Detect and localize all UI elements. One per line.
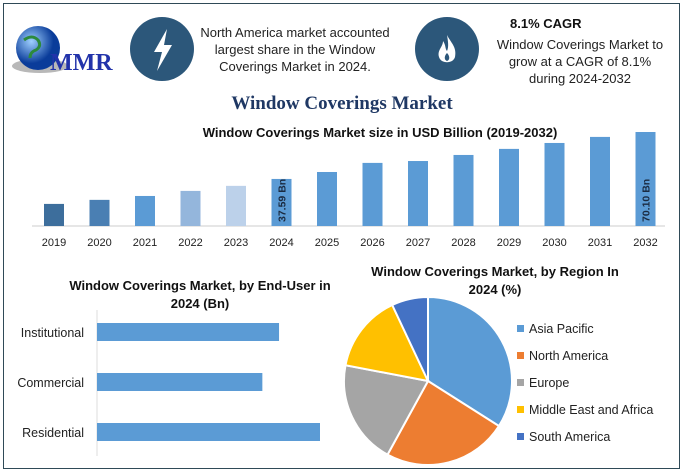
x-tick-label: 2026 [360,237,384,249]
legend-item: South America [517,423,653,450]
legend-label: Europe [529,375,570,390]
legend-swatch [517,379,524,386]
slice-north-america [386,379,501,466]
y-tick-label: Residential [22,426,84,440]
cagr-headline: 8.1% CAGR [510,16,582,31]
legend-swatch [517,325,524,332]
legend-item: Europe [517,369,653,396]
x-tick-label: 2031 [588,237,612,249]
bar-2032 [635,132,656,226]
bar-2026 [362,162,383,226]
bar-2022 [180,190,201,226]
legend-swatch [517,352,524,359]
bar-2029 [499,148,519,226]
bar-chart-title: Window Coverings Market size in USD Bill… [202,125,558,140]
enduser-chart: Institutional Commercial Residential [17,310,320,456]
stat-cagr: Window Coverings Market to grow at a CAG… [496,37,664,86]
lightning-icon [130,17,194,81]
x-tick-label: 2027 [406,237,430,249]
slice-middle-east-and-africa [344,303,430,383]
legend-label: Middle East and Africa [529,402,654,417]
x-tick-label: 2030 [542,237,566,249]
bar-2019 [44,203,64,226]
logo-text: MMR [50,50,113,76]
bar-commercial [97,373,263,391]
main-title: Window Coverings Market [231,93,453,114]
legend-swatch [517,433,524,440]
enduser-chart-title: Window Coverings Market, by End-User in … [69,278,331,311]
x-tick-label: 2020 [87,237,111,249]
region-pie-chart [343,295,513,466]
globe-icon [12,26,68,73]
page-frame [3,3,680,469]
x-tick-label: 2023 [224,237,248,249]
legend-label: North America [529,348,609,363]
flame-icon [415,17,479,81]
bar-2021 [135,195,155,226]
x-tick-label: 2021 [133,237,157,249]
slice-south-america [390,295,429,382]
x-tick-label: 2025 [315,237,339,249]
bar-institutional [97,323,280,341]
y-tick-label: Commercial [17,376,84,390]
x-tick-label: 2019 [42,237,66,249]
market-size-chart: 2019 2020 2021 2022 2023 2024 37.59 Bn 2025 2026… [32,132,665,249]
legend-label: South America [529,429,611,444]
pie-legend: Asia Pacific North America Europe Middle Ea… [517,315,653,450]
data-label-2032: 70.10 Bn [641,179,653,222]
legend-item: Middle East and Africa [517,396,653,423]
bar-2031 [590,136,610,226]
legend-item: Asia Pacific [517,315,653,342]
y-tick-label: Institutional [21,326,84,340]
x-tick-label: 2029 [497,237,521,249]
bar-2027 [408,161,428,226]
bar-residential [97,423,320,441]
legend-label: Asia Pacific [529,321,594,336]
legend-item: North America [517,342,653,369]
mmr-logo: MMR [10,22,120,82]
data-label-2024: 37.59 Bn [277,179,289,222]
x-tick-label: 2032 [633,237,657,249]
bar-2024 [271,178,292,226]
slice-europe [343,364,430,456]
x-tick-label: 2028 [451,237,475,249]
x-tick-label: 2024 [269,237,293,249]
legend-swatch [517,406,524,413]
x-tick-label: 2022 [178,237,202,249]
bar-2030 [544,142,565,226]
stat-north-america: North America market accounted largest s… [200,25,390,74]
bar-2028 [453,154,474,226]
bar-2020 [89,199,110,226]
bar-2025 [317,171,337,226]
bar-2023 [226,185,246,226]
region-chart-title: Window Coverings Market, by Region In 20… [371,264,619,297]
